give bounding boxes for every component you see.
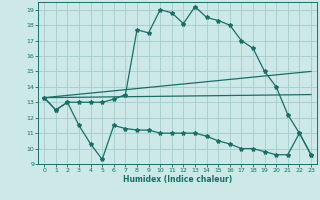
X-axis label: Humidex (Indice chaleur): Humidex (Indice chaleur) xyxy=(123,175,232,184)
